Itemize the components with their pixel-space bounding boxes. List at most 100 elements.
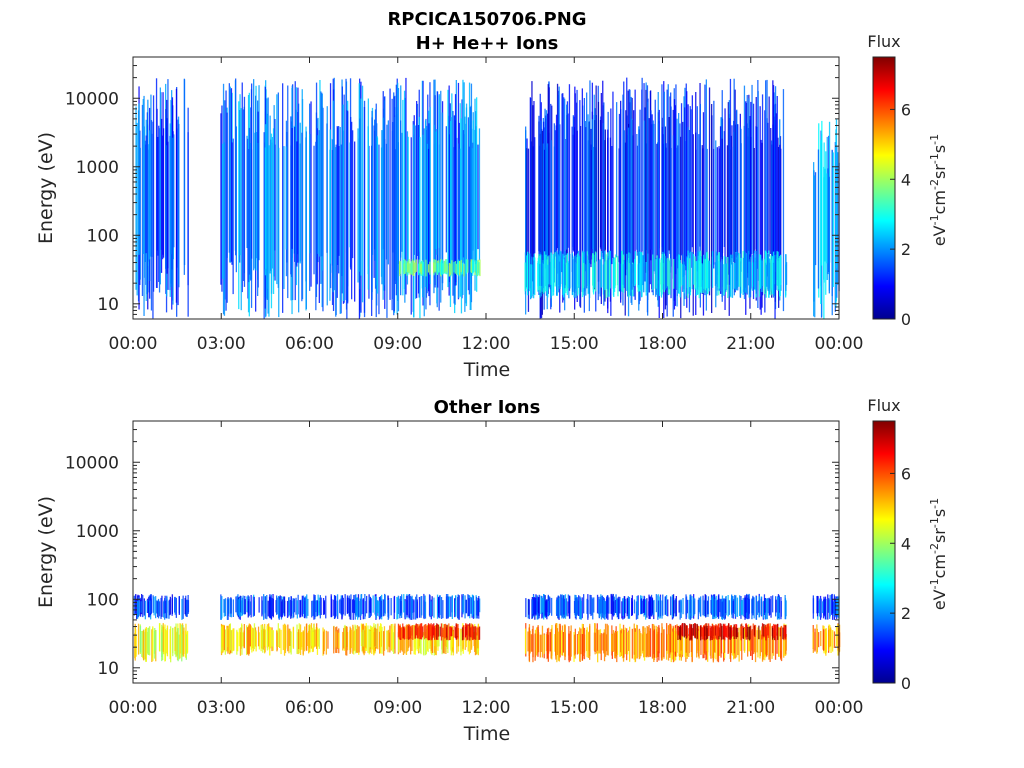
flux-streak <box>653 629 655 658</box>
flux-streak <box>610 108 612 316</box>
flux-streak <box>631 118 633 305</box>
flux-streak <box>732 626 734 637</box>
flux-streak <box>689 251 692 292</box>
flux-streak <box>581 88 583 292</box>
flux-streak <box>443 261 446 274</box>
flux-streak <box>476 263 478 277</box>
flux-streak <box>527 253 529 296</box>
flux-streak <box>565 262 567 287</box>
flux-streak <box>450 117 452 266</box>
flux-streak <box>142 99 144 254</box>
flux-streak <box>166 595 168 613</box>
flux-streak <box>564 98 566 311</box>
flux-streak <box>166 625 169 657</box>
flux-streak <box>676 118 678 307</box>
flux-streak <box>678 113 680 261</box>
flux-streak <box>428 594 431 616</box>
flux-streak <box>536 627 538 656</box>
flux-streak <box>679 260 681 298</box>
flux-streak <box>669 623 671 658</box>
flux-streak <box>464 625 466 650</box>
flux-streak <box>415 259 417 272</box>
flux-streak <box>166 630 168 653</box>
flux-streak <box>826 173 828 264</box>
flux-streak <box>683 261 685 290</box>
flux-streak <box>479 598 481 613</box>
flux-streak <box>666 623 668 651</box>
flux-streak <box>724 598 727 613</box>
flux-streak <box>467 630 469 652</box>
flux-streak <box>740 626 742 640</box>
flux-streak <box>572 259 574 292</box>
flux-streak <box>320 597 322 615</box>
flux-streak <box>464 627 467 638</box>
flux-streak <box>243 624 245 648</box>
flux-streak <box>657 123 659 255</box>
flux-streak <box>314 629 316 647</box>
flux-streak <box>774 625 777 641</box>
flux-streak <box>692 627 694 636</box>
flux-streak <box>740 596 742 619</box>
flux-streak <box>445 594 448 618</box>
flux-streak <box>608 259 611 293</box>
flux-streak <box>770 128 772 254</box>
flux-streak <box>761 623 764 637</box>
flux-streak <box>136 600 139 619</box>
flux-streak <box>562 93 564 303</box>
flux-streak <box>307 598 309 616</box>
flux-streak <box>554 252 556 287</box>
flux-streak <box>312 600 314 617</box>
flux-streak <box>677 625 679 636</box>
flux-streak <box>248 149 250 283</box>
flux-streak <box>606 260 608 289</box>
flux-streak <box>818 632 820 648</box>
flux-streak <box>404 627 406 654</box>
flux-streak <box>244 599 246 615</box>
flux-streak <box>693 624 695 636</box>
flux-streak <box>730 630 732 654</box>
flux-streak <box>601 251 603 288</box>
flux-streak <box>446 264 448 273</box>
flux-streak <box>700 625 702 641</box>
flux-streak <box>409 626 411 639</box>
flux-streak <box>403 263 405 275</box>
flux-streak <box>414 262 416 273</box>
flux-streak <box>752 623 754 655</box>
flux-streak <box>535 600 537 614</box>
flux-streak <box>676 255 678 297</box>
flux-streak <box>310 101 312 287</box>
flux-streak <box>638 129 640 305</box>
flux-streak <box>284 624 287 654</box>
flux-streak <box>563 598 566 618</box>
flux-streak <box>597 101 600 282</box>
flux-streak <box>346 626 348 647</box>
flux-streak <box>536 597 538 615</box>
flux-streak <box>467 625 470 637</box>
flux-streak <box>599 634 601 653</box>
flux-streak <box>627 127 630 317</box>
flux-streak <box>549 261 551 290</box>
flux-streak <box>812 627 814 653</box>
flux-streak <box>713 625 716 640</box>
flux-streak <box>406 262 408 276</box>
flux-streak <box>397 82 399 301</box>
flux-streak <box>346 597 349 613</box>
flux-streak <box>700 628 702 655</box>
flux-streak <box>727 595 729 617</box>
flux-streak <box>657 626 659 652</box>
flux-streak <box>334 595 337 616</box>
flux-streak <box>174 626 176 651</box>
flux-streak <box>427 264 430 273</box>
flux-streak <box>356 629 358 653</box>
flux-streak <box>319 80 321 257</box>
flux-streak <box>614 254 617 286</box>
flux-streak <box>736 597 739 617</box>
flux-streak <box>440 623 443 641</box>
flux-streak <box>410 631 412 655</box>
flux-streak <box>573 601 576 614</box>
flux-streak <box>630 264 632 293</box>
flux-streak <box>525 126 527 271</box>
flux-streak <box>236 595 238 614</box>
flux-streak <box>725 256 727 292</box>
flux-streak <box>371 626 374 650</box>
